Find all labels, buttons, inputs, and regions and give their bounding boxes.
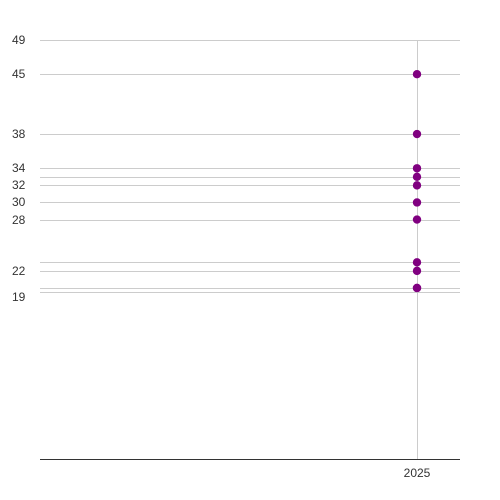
y-tick-labels: 19 22 28 30 32 34 38 45 49 [12,33,26,304]
data-point [412,164,422,173]
y-tick-label: 45 [12,67,26,81]
y-tick-label: 32 [12,178,26,192]
y-tick-label: 34 [12,161,26,175]
data-point [412,198,422,207]
y-tick-label: 19 [12,290,26,304]
data-point [412,215,422,224]
y-tick-label: 38 [12,127,26,141]
x-tick-label: 2025 [404,466,431,480]
gridlines [40,40,460,459]
data-point [412,172,422,182]
data-point [412,129,422,139]
y-tick-label: 22 [12,264,26,278]
x-tick-labels: 2025 [404,466,431,480]
data-points [412,70,422,293]
data-point [412,266,422,276]
data-point [412,70,422,79]
y-tick-label: 30 [12,195,26,209]
data-point [412,283,422,293]
data-point [412,258,422,267]
y-tick-label: 28 [12,213,26,227]
data-point [412,181,422,190]
y-tick-label: 49 [12,33,26,47]
